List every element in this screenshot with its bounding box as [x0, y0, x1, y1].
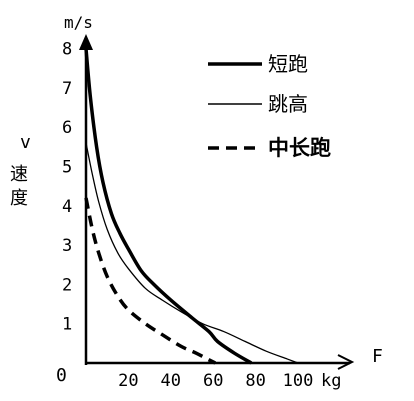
y-ticks: 1 2 3 4 5 6 7 8 — [62, 40, 72, 335]
series-line-high-jump — [85, 142, 299, 364]
x-tick-label: 100 — [283, 371, 314, 391]
x-unit-label: kg — [321, 371, 341, 391]
x-tick-label: 20 — [118, 371, 138, 391]
y-tick-label: 2 — [62, 275, 72, 295]
legend-label-middle-distance: 中长跑 — [268, 136, 331, 160]
y-tick-label: 4 — [62, 197, 72, 217]
x-ticks: 20 40 60 80 100 — [118, 371, 313, 391]
x-tick-label: 80 — [245, 371, 265, 391]
y-axis-label-char-2: 度 — [10, 188, 28, 209]
y-tick-label: 5 — [62, 158, 72, 178]
series-line-sprint — [84, 48, 253, 365]
legend-label-sprint: 短跑 — [268, 52, 308, 76]
y-unit-label: m/s — [64, 13, 93, 32]
legend-label-high-jump: 跳高 — [268, 92, 308, 116]
origin-label: 0 — [56, 365, 67, 386]
x-axis-arrow — [337, 354, 355, 370]
y-tick-label: 3 — [62, 236, 72, 256]
y-tick-label: 6 — [62, 118, 72, 138]
y-axis-arrow — [79, 34, 93, 50]
y-axis-symbol: v — [20, 132, 31, 153]
series-line-middle-distance — [84, 197, 217, 365]
y-axis-label-char-1: 速 — [10, 164, 28, 185]
y-tick-label: 7 — [62, 79, 72, 99]
legend: 短跑 跳高 中长跑 — [208, 52, 331, 160]
x-tick-label: 60 — [203, 371, 223, 391]
x-axis-symbol: F — [372, 346, 383, 367]
series-lines — [84, 48, 299, 365]
y-tick-label: 1 — [62, 315, 72, 335]
y-tick-label: 8 — [62, 40, 72, 60]
x-tick-label: 40 — [161, 371, 181, 391]
